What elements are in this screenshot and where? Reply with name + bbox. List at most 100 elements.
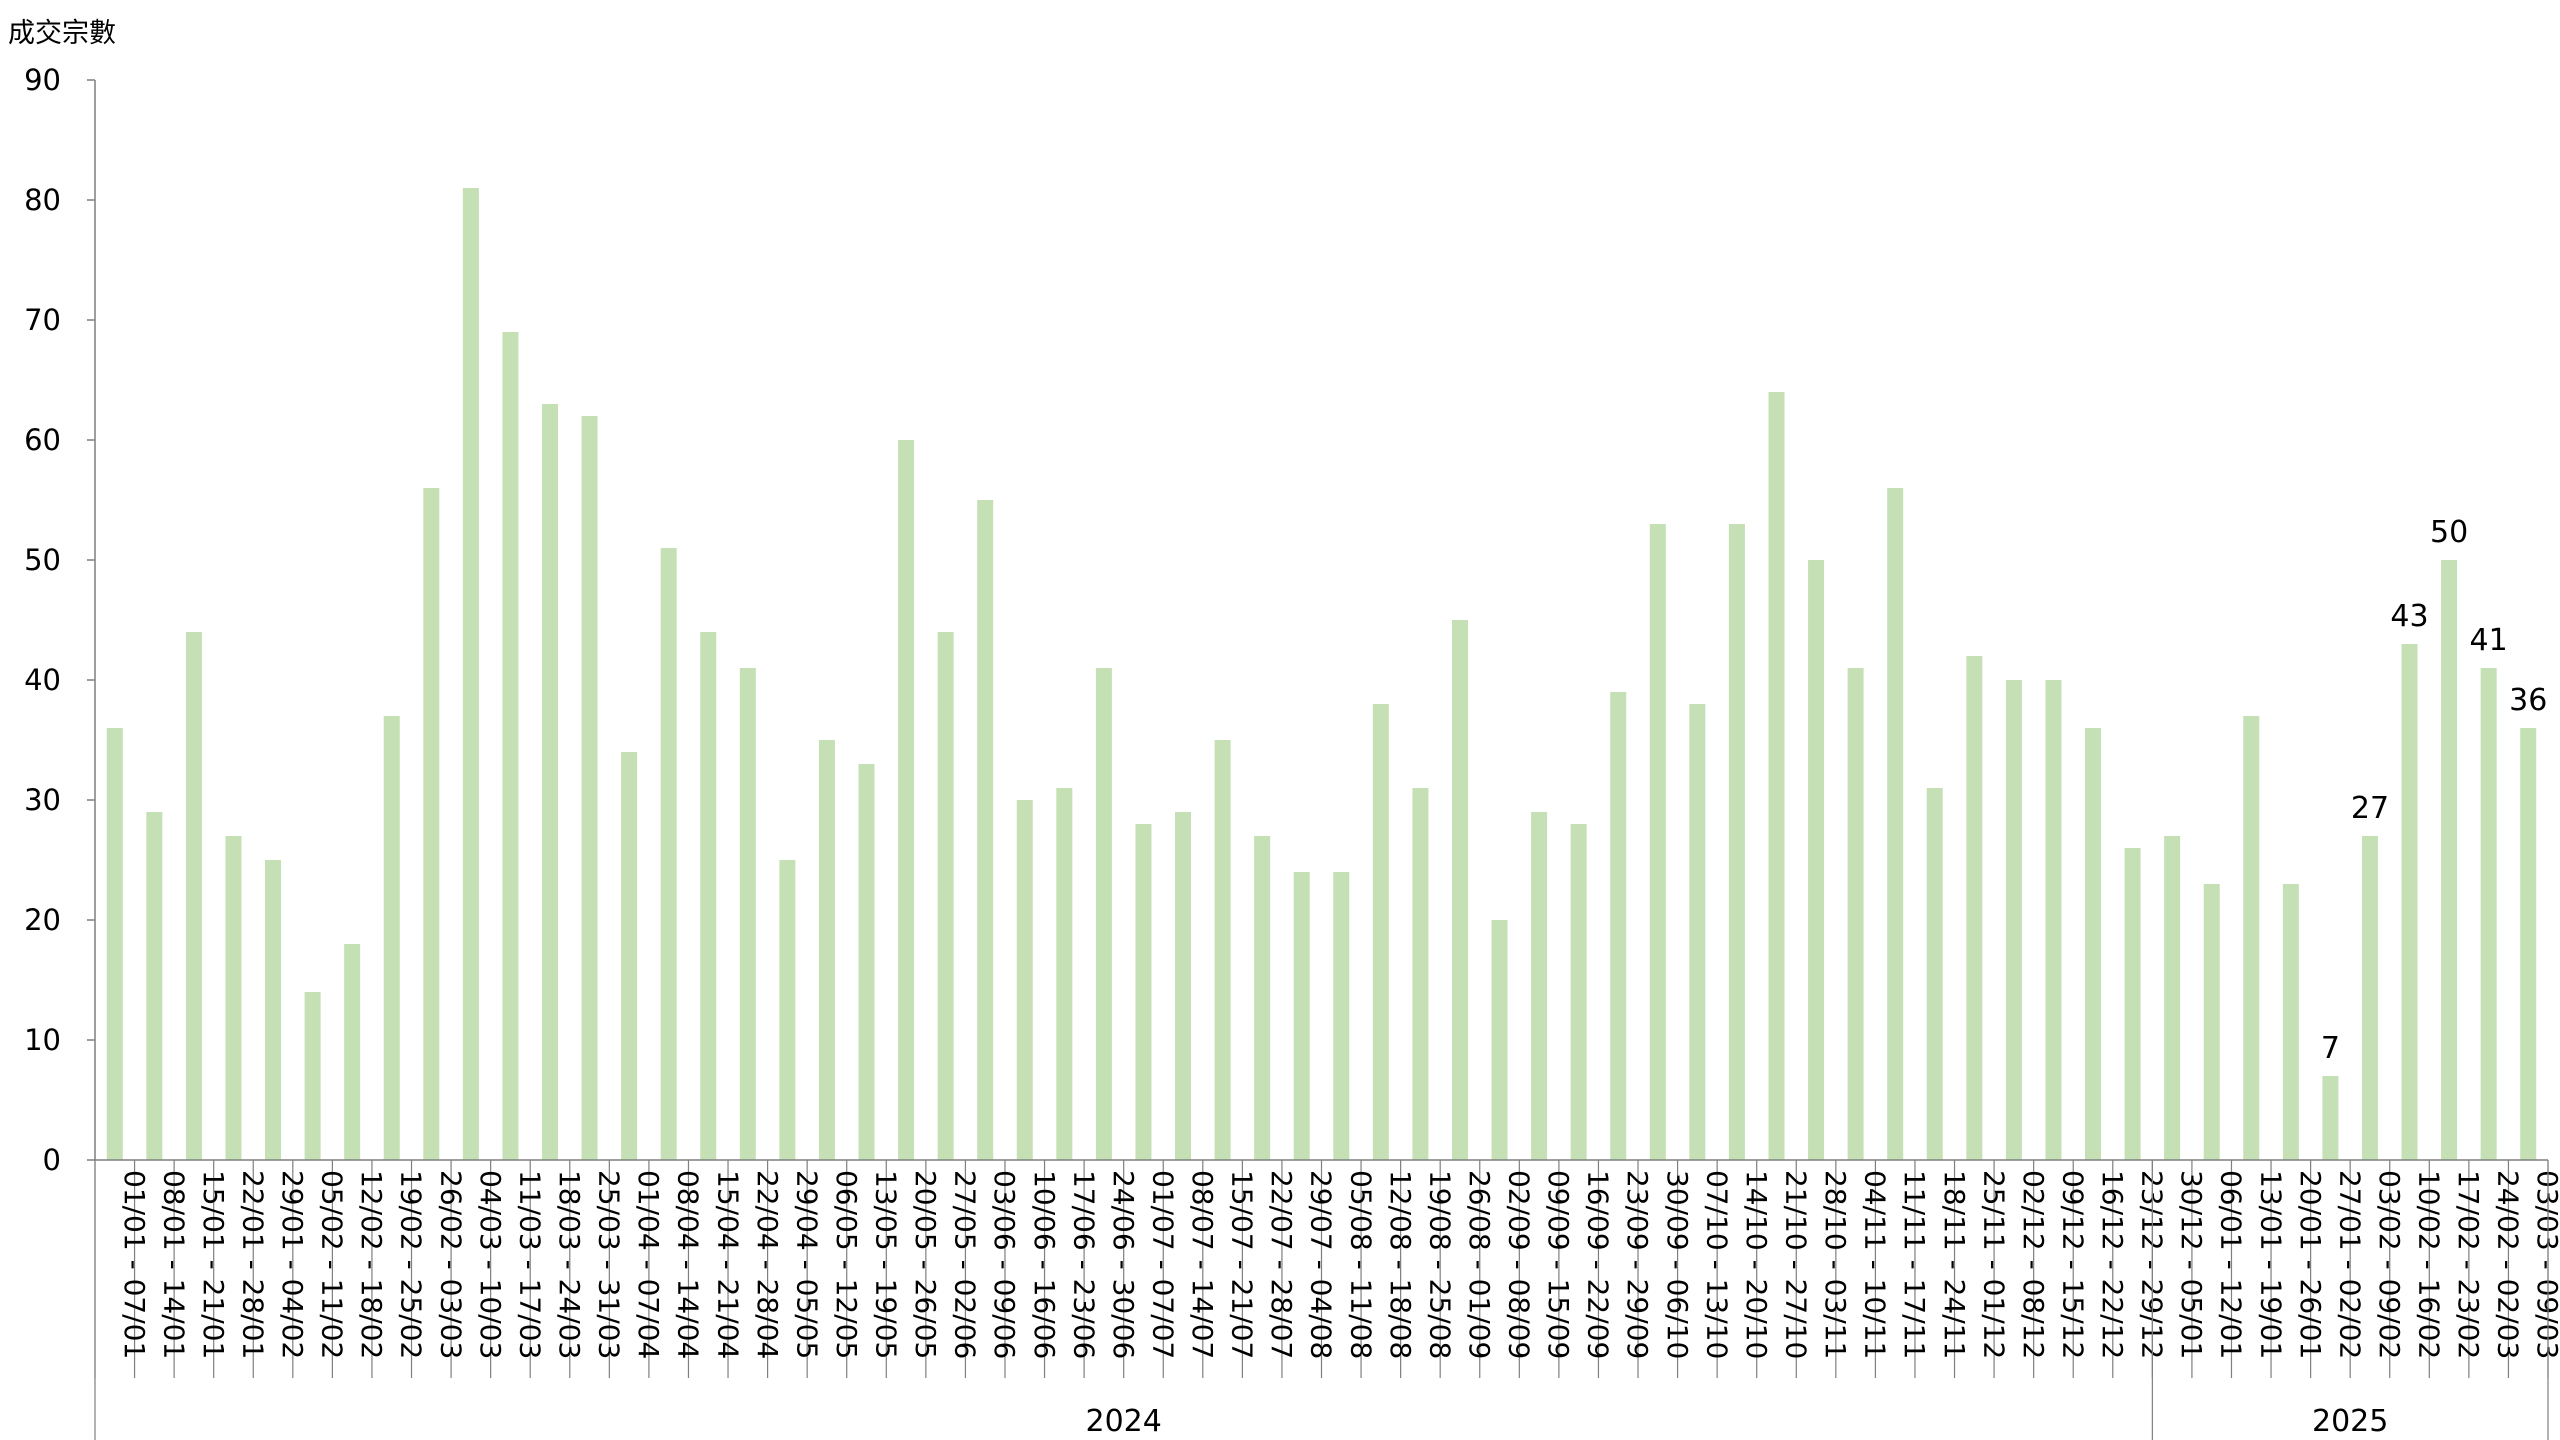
bar [1768, 392, 1785, 1160]
x-tick-label: 21/10 - 27/10 [1779, 1170, 1812, 1359]
x-tick-label: 09/09 - 15/09 [1542, 1170, 1575, 1359]
x-tick-label: 24/02 - 02/03 [2492, 1170, 2525, 1359]
y-tick-label: 90 [24, 63, 61, 97]
bar [1214, 740, 1231, 1160]
y-axis: 0 10 20 30 40 50 60 70 80 90 [24, 63, 96, 1177]
bar [1570, 824, 1587, 1160]
bar [937, 632, 954, 1160]
x-tick-label: 18/11 - 24/11 [1938, 1170, 1971, 1359]
x-tick-label: 06/05 - 12/05 [830, 1170, 863, 1359]
bar [1135, 824, 1152, 1160]
x-tick-label: 22/01 - 28/01 [236, 1170, 269, 1359]
x-tick-label: 16/12 - 22/12 [2096, 1170, 2129, 1359]
bar [1333, 872, 1350, 1160]
x-tick-label: 29/07 - 04/08 [1305, 1170, 1338, 1359]
bar [383, 716, 400, 1160]
x-tick-label: 20/05 - 26/05 [909, 1170, 942, 1359]
x-tick-label: 02/09 - 08/09 [1503, 1170, 1536, 1359]
x-tick-label: 17/06 - 23/06 [1067, 1170, 1100, 1359]
bar [1412, 788, 1429, 1160]
x-tick-label: 15/07 - 21/07 [1226, 1170, 1259, 1359]
y-tick-label: 20 [24, 903, 61, 937]
bar [146, 812, 163, 1160]
bar [1095, 668, 1112, 1160]
bar [502, 332, 519, 1160]
y-tick-label: 70 [24, 303, 61, 337]
bar [2322, 1076, 2339, 1160]
x-axis: 01/01 - 07/01 08/01 - 14/01 15/01 - 21/01 2… [94, 1159, 2560, 1378]
data-label: 41 [2470, 623, 2508, 658]
bar [265, 860, 282, 1160]
bar [2124, 848, 2141, 1160]
bar [1491, 920, 1508, 1160]
bar [581, 416, 598, 1160]
bar [462, 188, 479, 1160]
x-tick-label: 26/02 - 03/03 [434, 1170, 467, 1359]
bar [2005, 680, 2022, 1160]
x-tick-label: 28/10 - 03/11 [1819, 1170, 1852, 1359]
bar [2441, 560, 2458, 1160]
x-tick-label: 27/01 - 02/02 [2333, 1170, 2366, 1359]
y-tick-label: 60 [24, 423, 61, 457]
bar [621, 752, 638, 1160]
x-tick-label: 02/12 - 08/12 [2017, 1170, 2050, 1359]
x-tick-label: 05/08 - 11/08 [1344, 1170, 1377, 1359]
x-tick-label: 22/07 - 28/07 [1265, 1170, 1298, 1359]
bar [423, 488, 440, 1160]
year-groups: 2024 2025 [94, 1160, 2549, 1440]
x-tick-label: 04/03 - 10/03 [474, 1170, 507, 1359]
bar [2164, 836, 2181, 1160]
x-tick-label: 04/11 - 10/11 [1859, 1170, 1892, 1359]
data-label: 50 [2430, 515, 2468, 550]
x-tick-label: 10/06 - 16/06 [1028, 1170, 1061, 1359]
bar [779, 860, 796, 1160]
year-label: 2025 [2312, 1404, 2388, 1439]
bar [225, 836, 242, 1160]
x-tick-label: 25/03 - 31/03 [593, 1170, 626, 1359]
bar [2401, 644, 2418, 1160]
bar [898, 440, 915, 1160]
y-tick-label: 30 [24, 783, 61, 817]
bar [1056, 788, 1073, 1160]
bar [2282, 884, 2299, 1160]
x-tick-label: 26/08 - 01/09 [1463, 1170, 1496, 1359]
bar [1847, 668, 1864, 1160]
y-axis-title: 成交宗數 [8, 18, 116, 49]
x-tick-label: 12/02 - 18/02 [355, 1170, 388, 1359]
x-tick-label: 05/02 - 11/02 [316, 1170, 349, 1359]
bar [1808, 560, 1825, 1160]
x-tick-label: 06/01 - 12/01 [2215, 1170, 2248, 1359]
x-tick-label: 19/02 - 25/02 [395, 1170, 428, 1359]
bar [1689, 704, 1706, 1160]
bar [2480, 668, 2497, 1160]
x-tick-label: 20/01 - 26/01 [2294, 1170, 2327, 1359]
bar [304, 992, 321, 1160]
x-tick-label: 15/04 - 21/04 [711, 1170, 744, 1359]
bar [185, 632, 202, 1160]
x-tick-label: 24/06 - 30/06 [1107, 1170, 1140, 1359]
bar [2045, 680, 2062, 1160]
bar [1451, 620, 1468, 1160]
x-tick-label: 16/09 - 22/09 [1582, 1170, 1615, 1359]
y-tick-label: 80 [24, 183, 61, 217]
bar [541, 404, 558, 1160]
bar [1293, 872, 1310, 1160]
x-tick-label: 18/03 - 24/03 [553, 1170, 586, 1359]
bar [818, 740, 835, 1160]
x-tick-label: 23/09 - 29/09 [1621, 1170, 1654, 1359]
bar [1372, 704, 1389, 1160]
x-tick-label: 08/07 - 14/07 [1186, 1170, 1219, 1359]
bar [858, 764, 875, 1160]
bar [700, 632, 717, 1160]
x-tick-label: 01/01 - 07/01 [118, 1170, 151, 1359]
y-tick-label: 50 [24, 543, 61, 577]
x-tick-label: 27/05 - 02/06 [949, 1170, 982, 1359]
x-tick-label: 14/10 - 20/10 [1740, 1170, 1773, 1359]
x-tick-label: 03/02 - 09/02 [2373, 1170, 2406, 1359]
data-label: 36 [2509, 683, 2547, 718]
x-tick-label: 12/08 - 18/08 [1384, 1170, 1417, 1359]
data-label: 43 [2390, 599, 2428, 634]
x-tick-label: 03/03 - 09/03 [2531, 1170, 2560, 1359]
bar [1966, 656, 1983, 1160]
